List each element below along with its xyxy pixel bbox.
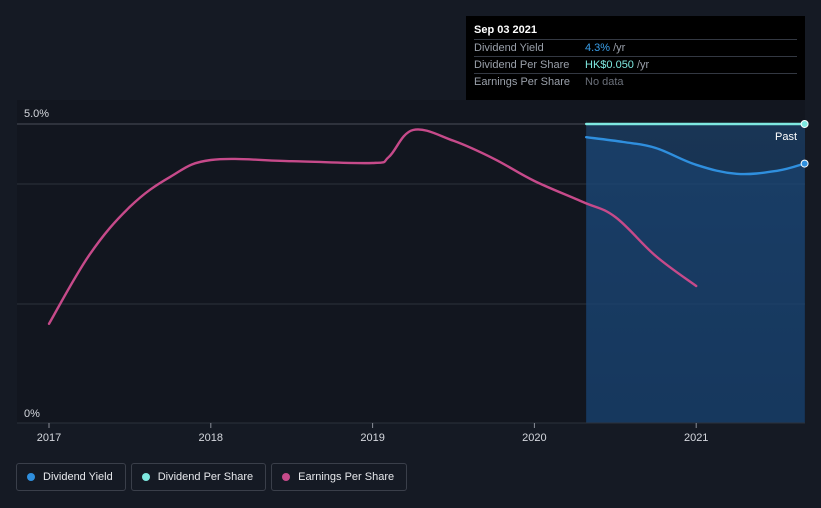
tooltip-row-dividend-yield: Dividend Yield 4.3% /yr [474, 40, 797, 57]
legend-label: Earnings Per Share [298, 471, 395, 483]
legend-item-dividend-per-share[interactable]: Dividend Per Share [130, 463, 267, 491]
x-tick-label: 2021 [684, 432, 708, 444]
legend-label: Dividend Yield [43, 471, 113, 483]
tooltip-label: Dividend Yield [474, 42, 544, 54]
y-tick-label: 5.0% [24, 108, 49, 120]
tooltip-panel: Sep 03 2021 Dividend Yield 4.3% /yr Divi… [466, 16, 805, 100]
x-tick-label: 2018 [199, 432, 223, 444]
legend-item-dividend-yield[interactable]: Dividend Yield [16, 463, 126, 491]
legend-dot-icon [141, 473, 150, 481]
series-end-marker [800, 120, 809, 128]
tooltip-unit: /yr [613, 42, 626, 54]
x-tick-label: 2017 [37, 432, 61, 444]
series-end-marker [800, 159, 809, 168]
series-lines [47, 120, 809, 423]
y-tick-label: 0% [24, 408, 40, 420]
x-tick-label: 2020 [522, 432, 546, 444]
x-tick-label: 2019 [360, 432, 384, 444]
tooltip-row-earnings-per-share: Earnings Per Share No data [474, 74, 797, 90]
legend: Dividend Yield Dividend Per Share Earnin… [16, 463, 408, 491]
tooltip-label: Earnings Per Share [474, 76, 570, 88]
tooltip-value: No data [585, 76, 624, 88]
tooltip-value: 4.3% [585, 42, 611, 54]
past-region: Past [586, 124, 805, 423]
dividend-yield-area [586, 137, 805, 423]
axes: 5.0% 0% 2017 2018 2019 2020 2021 [17, 108, 805, 444]
legend-label: Dividend Per Share [157, 471, 254, 483]
legend-dot-icon [27, 473, 35, 481]
legend-dot-icon [282, 473, 291, 481]
legend-item-earnings-per-share[interactable]: Earnings Per Share [271, 463, 408, 491]
tooltip-label: Dividend Per Share [474, 59, 570, 71]
tooltip-date: Sep 03 2021 [474, 22, 797, 40]
earnings-per-share-line [47, 128, 698, 325]
tooltip-row-dividend-per-share: Dividend Per Share HK$0.050 /yr [474, 57, 797, 74]
tooltip-value: HK$0.050 [585, 59, 634, 71]
past-label: Past [775, 131, 797, 143]
dividend-yield-line [584, 136, 806, 176]
past-region-fill [586, 124, 805, 423]
tooltip-unit: /yr [636, 59, 650, 71]
